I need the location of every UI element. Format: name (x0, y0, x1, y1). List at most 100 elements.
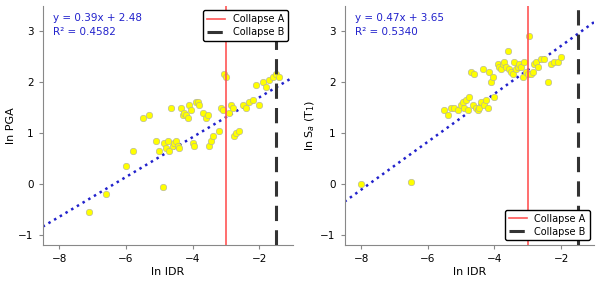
Point (464, 95, 474, 100)
Point (524, 34, 534, 39)
Point (206, 138, 216, 143)
Point (251, 82, 261, 87)
Point (530, 62, 539, 67)
Point (220, 72, 229, 77)
Point (511, 67, 521, 72)
Point (230, 133, 239, 138)
Point (515, 62, 524, 67)
Point (235, 128, 244, 133)
Point (205, 143, 214, 148)
Point (493, 62, 503, 67)
Point (241, 105, 251, 110)
Point (463, 108, 473, 112)
Point (475, 105, 484, 110)
Point (356, 182, 366, 186)
Point (466, 69, 476, 74)
Point (449, 105, 459, 110)
Point (231, 131, 241, 135)
Point (121, 164, 131, 168)
Legend: Collapse A, Collapse B: Collapse A, Collapse B (203, 11, 288, 41)
Point (254, 103, 264, 107)
Point (550, 59, 559, 64)
Y-axis label: ln S$_a$ (T$_1$): ln S$_a$ (T$_1$) (304, 100, 317, 151)
Point (173, 143, 182, 148)
Point (536, 57, 546, 61)
Point (443, 113, 452, 118)
Point (248, 98, 257, 102)
Point (138, 115, 148, 120)
Point (460, 105, 469, 110)
X-axis label: ln IDR: ln IDR (453, 267, 486, 277)
Point (151, 138, 161, 143)
Point (179, 110, 189, 115)
Point (547, 62, 556, 67)
Point (245, 100, 254, 105)
Y-axis label: ln PGA: ln PGA (5, 107, 16, 144)
Point (160, 141, 169, 146)
Point (478, 67, 488, 72)
Point (170, 141, 179, 146)
Point (85, 210, 94, 214)
Point (175, 146, 184, 151)
Point (218, 108, 227, 112)
Point (208, 133, 217, 138)
Point (171, 138, 181, 143)
Point (446, 105, 456, 110)
Point (181, 113, 191, 118)
Point (158, 184, 167, 189)
Point (258, 80, 268, 84)
Point (506, 69, 516, 74)
Point (503, 49, 512, 54)
Point (481, 98, 491, 102)
Point (261, 85, 271, 90)
Point (556, 54, 566, 59)
Point (476, 100, 486, 105)
Point (539, 57, 549, 61)
Point (128, 149, 137, 153)
Point (224, 110, 234, 115)
Point (268, 75, 277, 79)
Point (194, 103, 204, 107)
Point (523, 72, 533, 77)
Point (509, 59, 519, 64)
Point (472, 105, 481, 110)
Text: y = 0.39x + 2.48
R² = 0.4582: y = 0.39x + 2.48 R² = 0.4582 (53, 13, 142, 37)
Point (543, 80, 553, 84)
Point (533, 65, 542, 69)
Point (496, 67, 506, 72)
Point (198, 110, 208, 115)
Point (221, 75, 231, 79)
Point (526, 72, 536, 77)
Point (490, 95, 499, 100)
Point (190, 143, 199, 148)
Point (215, 128, 224, 133)
Point (453, 108, 463, 112)
Point (479, 103, 489, 107)
Point (163, 138, 172, 143)
Point (521, 69, 531, 74)
Point (406, 179, 416, 184)
Point (183, 115, 193, 120)
Point (185, 103, 194, 107)
Point (265, 77, 274, 82)
Point (238, 103, 247, 107)
Point (203, 113, 212, 118)
Point (145, 113, 154, 118)
Point (201, 115, 211, 120)
Point (271, 72, 281, 77)
Point (513, 65, 523, 69)
Text: y = 0.47x + 3.65
R² = 0.5340: y = 0.47x + 3.65 R² = 0.5340 (355, 13, 443, 37)
Point (188, 141, 197, 146)
Point (164, 149, 174, 153)
Point (500, 59, 509, 64)
Point (458, 100, 467, 105)
Point (191, 100, 201, 105)
Point (186, 108, 196, 112)
Point (193, 100, 202, 105)
Point (470, 72, 479, 77)
Point (275, 75, 284, 79)
Point (494, 65, 504, 69)
Point (161, 146, 171, 151)
Point (483, 105, 493, 110)
Point (155, 149, 164, 153)
